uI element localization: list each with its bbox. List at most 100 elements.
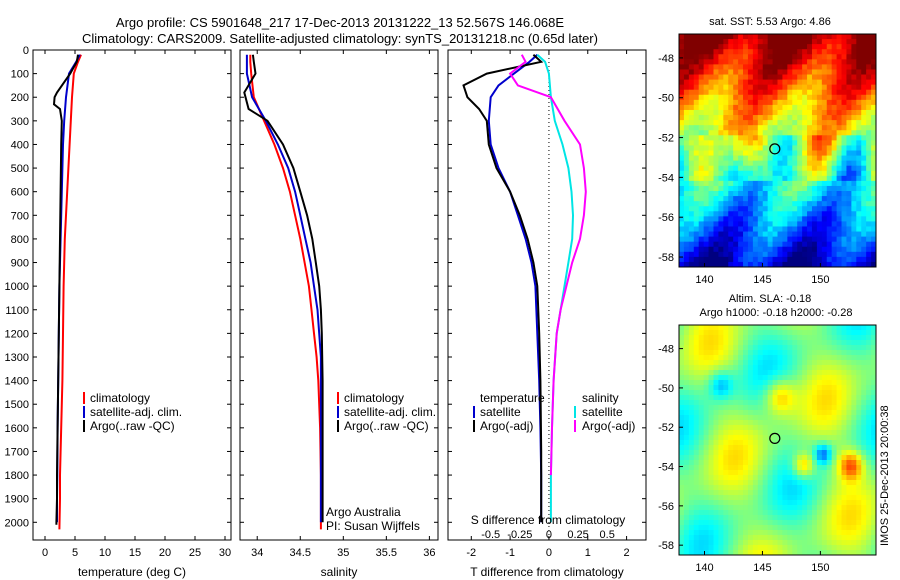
- sla-cell: [816, 435, 823, 441]
- sst-cell: [787, 130, 793, 136]
- sst-cell: [797, 155, 803, 162]
- sst-cell: [787, 221, 793, 227]
- sst-cell: [708, 44, 714, 50]
- sla-cell: [713, 550, 719, 556]
- sla-cell: [683, 390, 690, 396]
- x-tick-label: 10: [99, 547, 111, 559]
- sla-cell: [851, 380, 857, 386]
- sst-cell: [846, 49, 852, 55]
- sla-cell: [772, 400, 778, 406]
- sst-cell: [811, 150, 818, 156]
- sst-cell: [782, 135, 788, 141]
- sst-cell: [787, 226, 793, 232]
- sla-cell: [733, 365, 739, 371]
- sst-cell: [757, 221, 764, 227]
- sst-cell: [762, 236, 769, 243]
- sla-cell: [861, 405, 867, 411]
- sst-cell: [713, 241, 719, 248]
- sla-cell: [728, 325, 734, 331]
- sst-cell: [831, 74, 837, 80]
- sst-cell: [752, 211, 759, 217]
- sst-cell: [757, 160, 764, 167]
- sla-cell: [871, 480, 877, 486]
- sla-cell: [772, 390, 778, 396]
- sst-cell: [821, 84, 828, 91]
- sla-cell: [841, 445, 847, 451]
- sla-cell: [772, 355, 778, 361]
- sst-cell: [738, 64, 744, 70]
- sst-cell: [747, 44, 754, 50]
- legend-label: climatology: [90, 391, 150, 405]
- sst-cell: [703, 94, 709, 101]
- sla-cell: [772, 445, 778, 451]
- sst-cell: [767, 160, 773, 167]
- sst-cell: [802, 69, 808, 75]
- sst-cell: [683, 231, 690, 238]
- sst-cell: [752, 89, 759, 96]
- sla-cell: [698, 350, 705, 356]
- sst-cell: [821, 74, 828, 80]
- sst-cell: [772, 216, 778, 222]
- sla-cell: [713, 360, 719, 366]
- sla-cell: [743, 480, 749, 486]
- sla-cell: [679, 325, 685, 331]
- sla-cell: [861, 525, 867, 531]
- sla-cell: [693, 405, 700, 411]
- sst-cell: [816, 39, 823, 45]
- sst-cell: [831, 150, 837, 156]
- sst-cell: [728, 206, 734, 212]
- sla-cell: [762, 545, 769, 551]
- sst-cell: [738, 180, 744, 187]
- sst-cell: [772, 256, 778, 263]
- sla-cell: [816, 390, 823, 396]
- sla-cell: [831, 340, 837, 346]
- sst-cell: [831, 115, 837, 121]
- sst-cell: [747, 231, 754, 238]
- sst-cell: [787, 59, 793, 65]
- sla-cell: [762, 500, 769, 506]
- sla-cell: [762, 430, 769, 436]
- sst-cell: [816, 120, 823, 126]
- sla-cell: [683, 520, 690, 526]
- sla-cell: [752, 480, 759, 486]
- sst-cell: [693, 231, 700, 238]
- sla-cell: [747, 540, 754, 546]
- sla-cell: [698, 470, 705, 476]
- sla-cell: [846, 345, 852, 351]
- sst-cell: [802, 221, 808, 227]
- sla-cell: [841, 375, 847, 381]
- sst-cell: [728, 49, 734, 55]
- sst-cell: [679, 211, 685, 217]
- s-tick-label: -0.25: [507, 529, 532, 541]
- sla-cell: [698, 325, 705, 331]
- sla-cell: [787, 385, 793, 391]
- sst-cell: [713, 251, 719, 258]
- sla-cell: [708, 520, 714, 526]
- sla-cell: [767, 495, 773, 501]
- sla-cell: [708, 515, 714, 521]
- sst-cell: [683, 175, 690, 182]
- sla-cell: [708, 460, 714, 466]
- sla-cell: [718, 455, 724, 461]
- sst-cell: [708, 54, 714, 60]
- sla-cell: [772, 330, 778, 336]
- sla-cell: [752, 425, 759, 431]
- sst-cell: [851, 201, 857, 207]
- sla-cell: [826, 340, 833, 346]
- y-tick-label: 700: [11, 210, 29, 222]
- sla-cell: [861, 325, 867, 331]
- sst-cell: [738, 94, 744, 101]
- sla-cell: [797, 385, 803, 391]
- sst-cell: [851, 140, 857, 146]
- sla-cell: [797, 390, 803, 396]
- sst-cell: [708, 34, 714, 40]
- sla-cell: [846, 410, 852, 416]
- sla-cell: [807, 470, 813, 476]
- sst-cell: [713, 216, 719, 222]
- sla-cell: [708, 410, 714, 416]
- sla-cell: [777, 365, 783, 371]
- sla-cell: [738, 345, 744, 351]
- sla-cell: [693, 450, 700, 456]
- sst-cell: [851, 104, 857, 111]
- sla-cell: [826, 360, 833, 366]
